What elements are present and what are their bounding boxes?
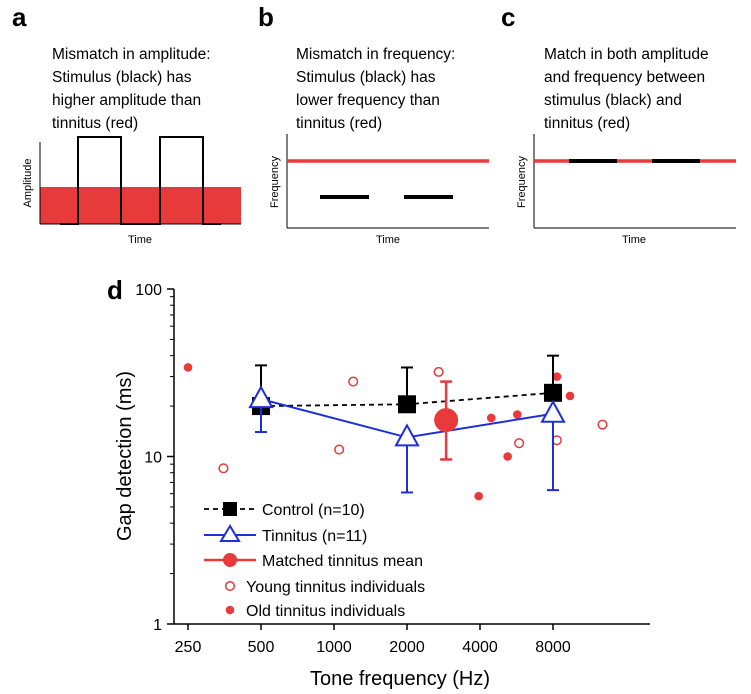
young-tinnitus-point: [597, 419, 608, 430]
y-tick-label: 1: [153, 617, 162, 634]
panel-a-line-3: higher amplitude than: [52, 92, 201, 109]
old-tinnitus-point: [183, 363, 193, 372]
old-tinnitus-point: [513, 410, 522, 419]
panel-a-line-1: Mismatch in amplitude:: [52, 46, 211, 63]
panel-b: b Mismatch in frequency: Stimulus (black…: [258, 2, 489, 246]
panel-d-chart: d 1 10 100 250 500 1000 2000 4000 8000 Control (…: [107, 275, 650, 690]
panel-c-line-4: tinnitus (red): [544, 115, 630, 132]
panel-a-line-4: tinnitus (red): [52, 115, 138, 132]
panel-c-line-2: and frequency between: [544, 69, 705, 86]
panel-a-ylabel: Amplitude: [22, 159, 34, 208]
panel-c-letter: c: [501, 2, 515, 32]
panel-b-line-1: Mismatch in frequency:: [296, 46, 455, 63]
panel-d-axes: 1 10 100 250 500 1000 2000 4000 8000: [135, 282, 650, 656]
panel-d-series: [183, 354, 608, 501]
panel-c-line-3: stimulus (black) and: [544, 92, 682, 109]
x-tick-label: 500: [248, 639, 275, 656]
young-tinnitus-point: [433, 366, 444, 377]
legend-label: Control (n=10): [262, 502, 365, 519]
legend-old-marker: [225, 605, 235, 615]
legend-label: Old tinnitus individuals: [246, 603, 405, 620]
young-tinnitus-point: [514, 438, 525, 449]
young-tinnitus-point: [348, 376, 359, 387]
y-tick-label: 10: [144, 450, 162, 467]
x-tick-label: 250: [175, 639, 202, 656]
panel-b-line-3: lower frequency than: [296, 92, 440, 109]
y-tick-label: 100: [135, 282, 162, 299]
panel-b-ylabel: Frequency: [269, 156, 281, 208]
old-tinnitus-point: [486, 413, 496, 423]
panel-d-letter: d: [107, 275, 123, 305]
legend-label: Matched tinnitus mean: [262, 553, 423, 570]
x-tick-label: 2000: [389, 639, 425, 656]
legend-young-marker: [224, 580, 236, 592]
panel-d-xlabel: Tone frequency (Hz): [310, 668, 490, 690]
young-tinnitus-point: [218, 463, 229, 474]
panel-b-line-2: Stimulus (black) has: [296, 69, 436, 86]
panel-c-ylabel: Frequency: [516, 156, 528, 208]
young-tinnitus-point: [334, 444, 345, 455]
panel-a-stimulus-square-wave: [60, 136, 221, 225]
panel-b-line-4: tinnitus (red): [296, 115, 382, 132]
x-tick-label: 8000: [535, 639, 571, 656]
old-tinnitus-point: [474, 491, 483, 501]
old-tinnitus-point: [503, 452, 512, 461]
panel-b-xlabel: Time: [376, 234, 400, 246]
panel-a-xlabel: Time: [128, 234, 152, 246]
panel-a: a Mismatch in amplitude: Stimulus (black…: [12, 2, 241, 246]
panel-d-ylabel: Gap detection (ms): [114, 371, 136, 541]
panel-c-xlabel: Time: [622, 234, 646, 246]
control-point: [544, 383, 562, 402]
x-tick-label: 4000: [462, 639, 498, 656]
panel-a-line-2: Stimulus (black) has: [52, 69, 192, 86]
control-point: [398, 395, 416, 414]
old-tinnitus-point: [565, 391, 575, 401]
legend-tinnitus-marker: [219, 524, 241, 542]
panel-b-letter: b: [258, 2, 274, 32]
panel-c-line-1: Match in both amplitude: [544, 46, 709, 63]
legend-control-marker: [223, 502, 237, 516]
x-tick-label: 1000: [316, 639, 352, 656]
panel-c: c Match in both amplitude and frequency …: [501, 2, 736, 246]
panel-a-tinnitus-band: [40, 187, 241, 224]
legend-label: Young tinnitus individuals: [246, 579, 425, 596]
tinnitus-point: [248, 385, 274, 409]
old-tinnitus-point: [552, 372, 562, 381]
matched-mean-point: [434, 408, 459, 433]
panel-a-letter: a: [12, 2, 27, 32]
tinnitus-point: [394, 423, 420, 447]
tinnitus-point: [540, 399, 566, 423]
legend-matched-marker: [223, 553, 237, 567]
legend-label: Tinnitus (n=11): [262, 528, 367, 545]
panel-d-legend: Control (n=10) Tinnitus (n=11) Matched tin…: [204, 502, 425, 620]
